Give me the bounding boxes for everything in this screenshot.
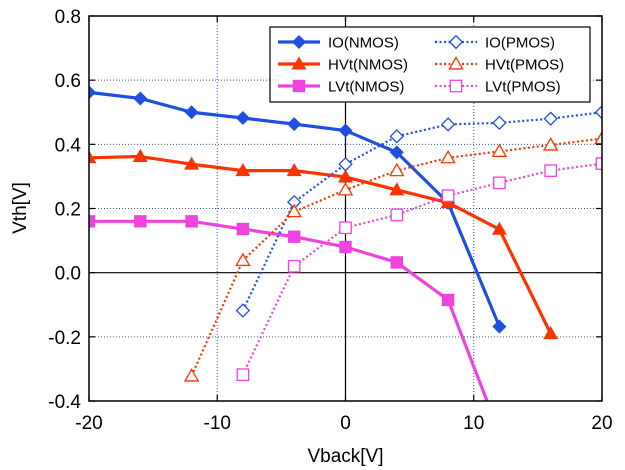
legend-box bbox=[269, 26, 591, 103]
data-point bbox=[542, 137, 559, 151]
y-tick-label: 0.8 bbox=[55, 7, 81, 28]
data-point bbox=[236, 222, 250, 236]
data-point bbox=[286, 163, 302, 177]
data-point bbox=[339, 240, 352, 254]
data-point bbox=[184, 105, 199, 120]
legend-marker bbox=[291, 56, 307, 70]
legend: IO(NMOS) HVt(NMOS) LVt(NMOS) IO(PMOS) HVt(PM… bbox=[269, 26, 591, 103]
data-point bbox=[235, 303, 251, 318]
legend-label: HVt(PMOS) bbox=[485, 57, 564, 74]
data-point bbox=[338, 123, 353, 138]
legend-marker bbox=[448, 56, 464, 70]
series-layer bbox=[89, 85, 602, 401]
data-point bbox=[492, 319, 507, 334]
legend-entry: HVt(PMOS) bbox=[435, 56, 564, 74]
data-point bbox=[440, 149, 456, 164]
series-1 bbox=[89, 148, 559, 340]
data-point bbox=[491, 221, 507, 235]
x-tick-label: 10 bbox=[463, 413, 484, 434]
series-2 bbox=[89, 215, 489, 401]
series-5 bbox=[236, 157, 602, 382]
y-tick-label: 0.4 bbox=[55, 135, 82, 156]
data-point bbox=[389, 182, 405, 196]
data-point bbox=[236, 368, 250, 382]
series-4 bbox=[183, 130, 602, 382]
data-point bbox=[134, 215, 147, 228]
tick-layer bbox=[88, 15, 603, 402]
data-point bbox=[287, 117, 302, 132]
data-point bbox=[440, 117, 456, 132]
y-tick-label: 0.0 bbox=[55, 264, 81, 285]
grid-layer bbox=[89, 16, 602, 401]
legend-marker bbox=[291, 34, 307, 50]
data-point bbox=[339, 221, 352, 235]
legend-marker bbox=[292, 79, 306, 93]
legend-label: LVt(PMOS) bbox=[485, 79, 561, 96]
data-point bbox=[389, 129, 405, 144]
legend-entry: HVt(NMOS) bbox=[278, 56, 408, 74]
data-point bbox=[183, 368, 200, 382]
data-point bbox=[235, 252, 251, 267]
series-line bbox=[89, 154, 553, 335]
series-line bbox=[241, 111, 602, 311]
x-tick-label: -20 bbox=[75, 413, 102, 434]
data-point bbox=[288, 230, 301, 243]
data-point bbox=[441, 293, 455, 307]
legend-entry: IO(NMOS) bbox=[278, 35, 399, 52]
x-axis-label: Vback[V] bbox=[307, 446, 383, 467]
y-axis-label: Vth[V] bbox=[10, 182, 31, 234]
data-point bbox=[287, 259, 301, 273]
data-point bbox=[184, 156, 200, 170]
data-point bbox=[286, 203, 302, 218]
data-point bbox=[390, 208, 404, 222]
data-point bbox=[132, 148, 148, 162]
data-point bbox=[133, 91, 148, 106]
label-layer: -20 -10 0 10 20 -0.4 -0.2 0.0 0.2 0.4 0.6 0.8 bbox=[48, 7, 612, 434]
data-point bbox=[89, 85, 97, 100]
data-point bbox=[337, 181, 354, 196]
y-tick-label: -0.4 bbox=[48, 392, 81, 413]
legend-entry: IO(PMOS) bbox=[435, 35, 555, 52]
series-line bbox=[241, 162, 602, 376]
legend-label: LVt(NMOS) bbox=[328, 79, 404, 96]
data-point bbox=[235, 111, 250, 126]
data-point bbox=[492, 115, 507, 131]
y-tick-label: 0.2 bbox=[55, 200, 81, 221]
y-tick-label: 0.6 bbox=[55, 71, 81, 92]
data-point bbox=[441, 189, 455, 203]
data-point bbox=[491, 143, 508, 157]
legend-label: HVt(NMOS) bbox=[328, 57, 408, 74]
legend-label: IO(NMOS) bbox=[328, 35, 399, 52]
data-point bbox=[493, 176, 506, 190]
x-tick-label: 20 bbox=[591, 413, 612, 434]
data-point bbox=[235, 163, 251, 177]
data-point bbox=[543, 111, 558, 126]
data-point bbox=[338, 157, 353, 172]
data-point bbox=[389, 162, 405, 177]
data-point bbox=[89, 150, 97, 164]
data-point bbox=[389, 145, 404, 160]
data-point bbox=[544, 164, 558, 177]
y-tick-label: -0.2 bbox=[48, 328, 81, 349]
legend-marker bbox=[449, 79, 463, 93]
data-point bbox=[390, 256, 404, 269]
x-tick-label: 0 bbox=[340, 413, 351, 434]
data-point bbox=[594, 130, 602, 145]
legend-entry: LVt(PMOS) bbox=[435, 79, 561, 96]
legend-entry: LVt(NMOS) bbox=[278, 79, 404, 96]
x-tick-label: -10 bbox=[204, 413, 231, 434]
series-3 bbox=[235, 105, 602, 318]
data-point bbox=[185, 215, 198, 228]
legend-label: IO(PMOS) bbox=[485, 35, 555, 52]
data-point bbox=[594, 105, 602, 120]
data-point bbox=[543, 326, 559, 340]
legend-marker bbox=[448, 34, 464, 50]
